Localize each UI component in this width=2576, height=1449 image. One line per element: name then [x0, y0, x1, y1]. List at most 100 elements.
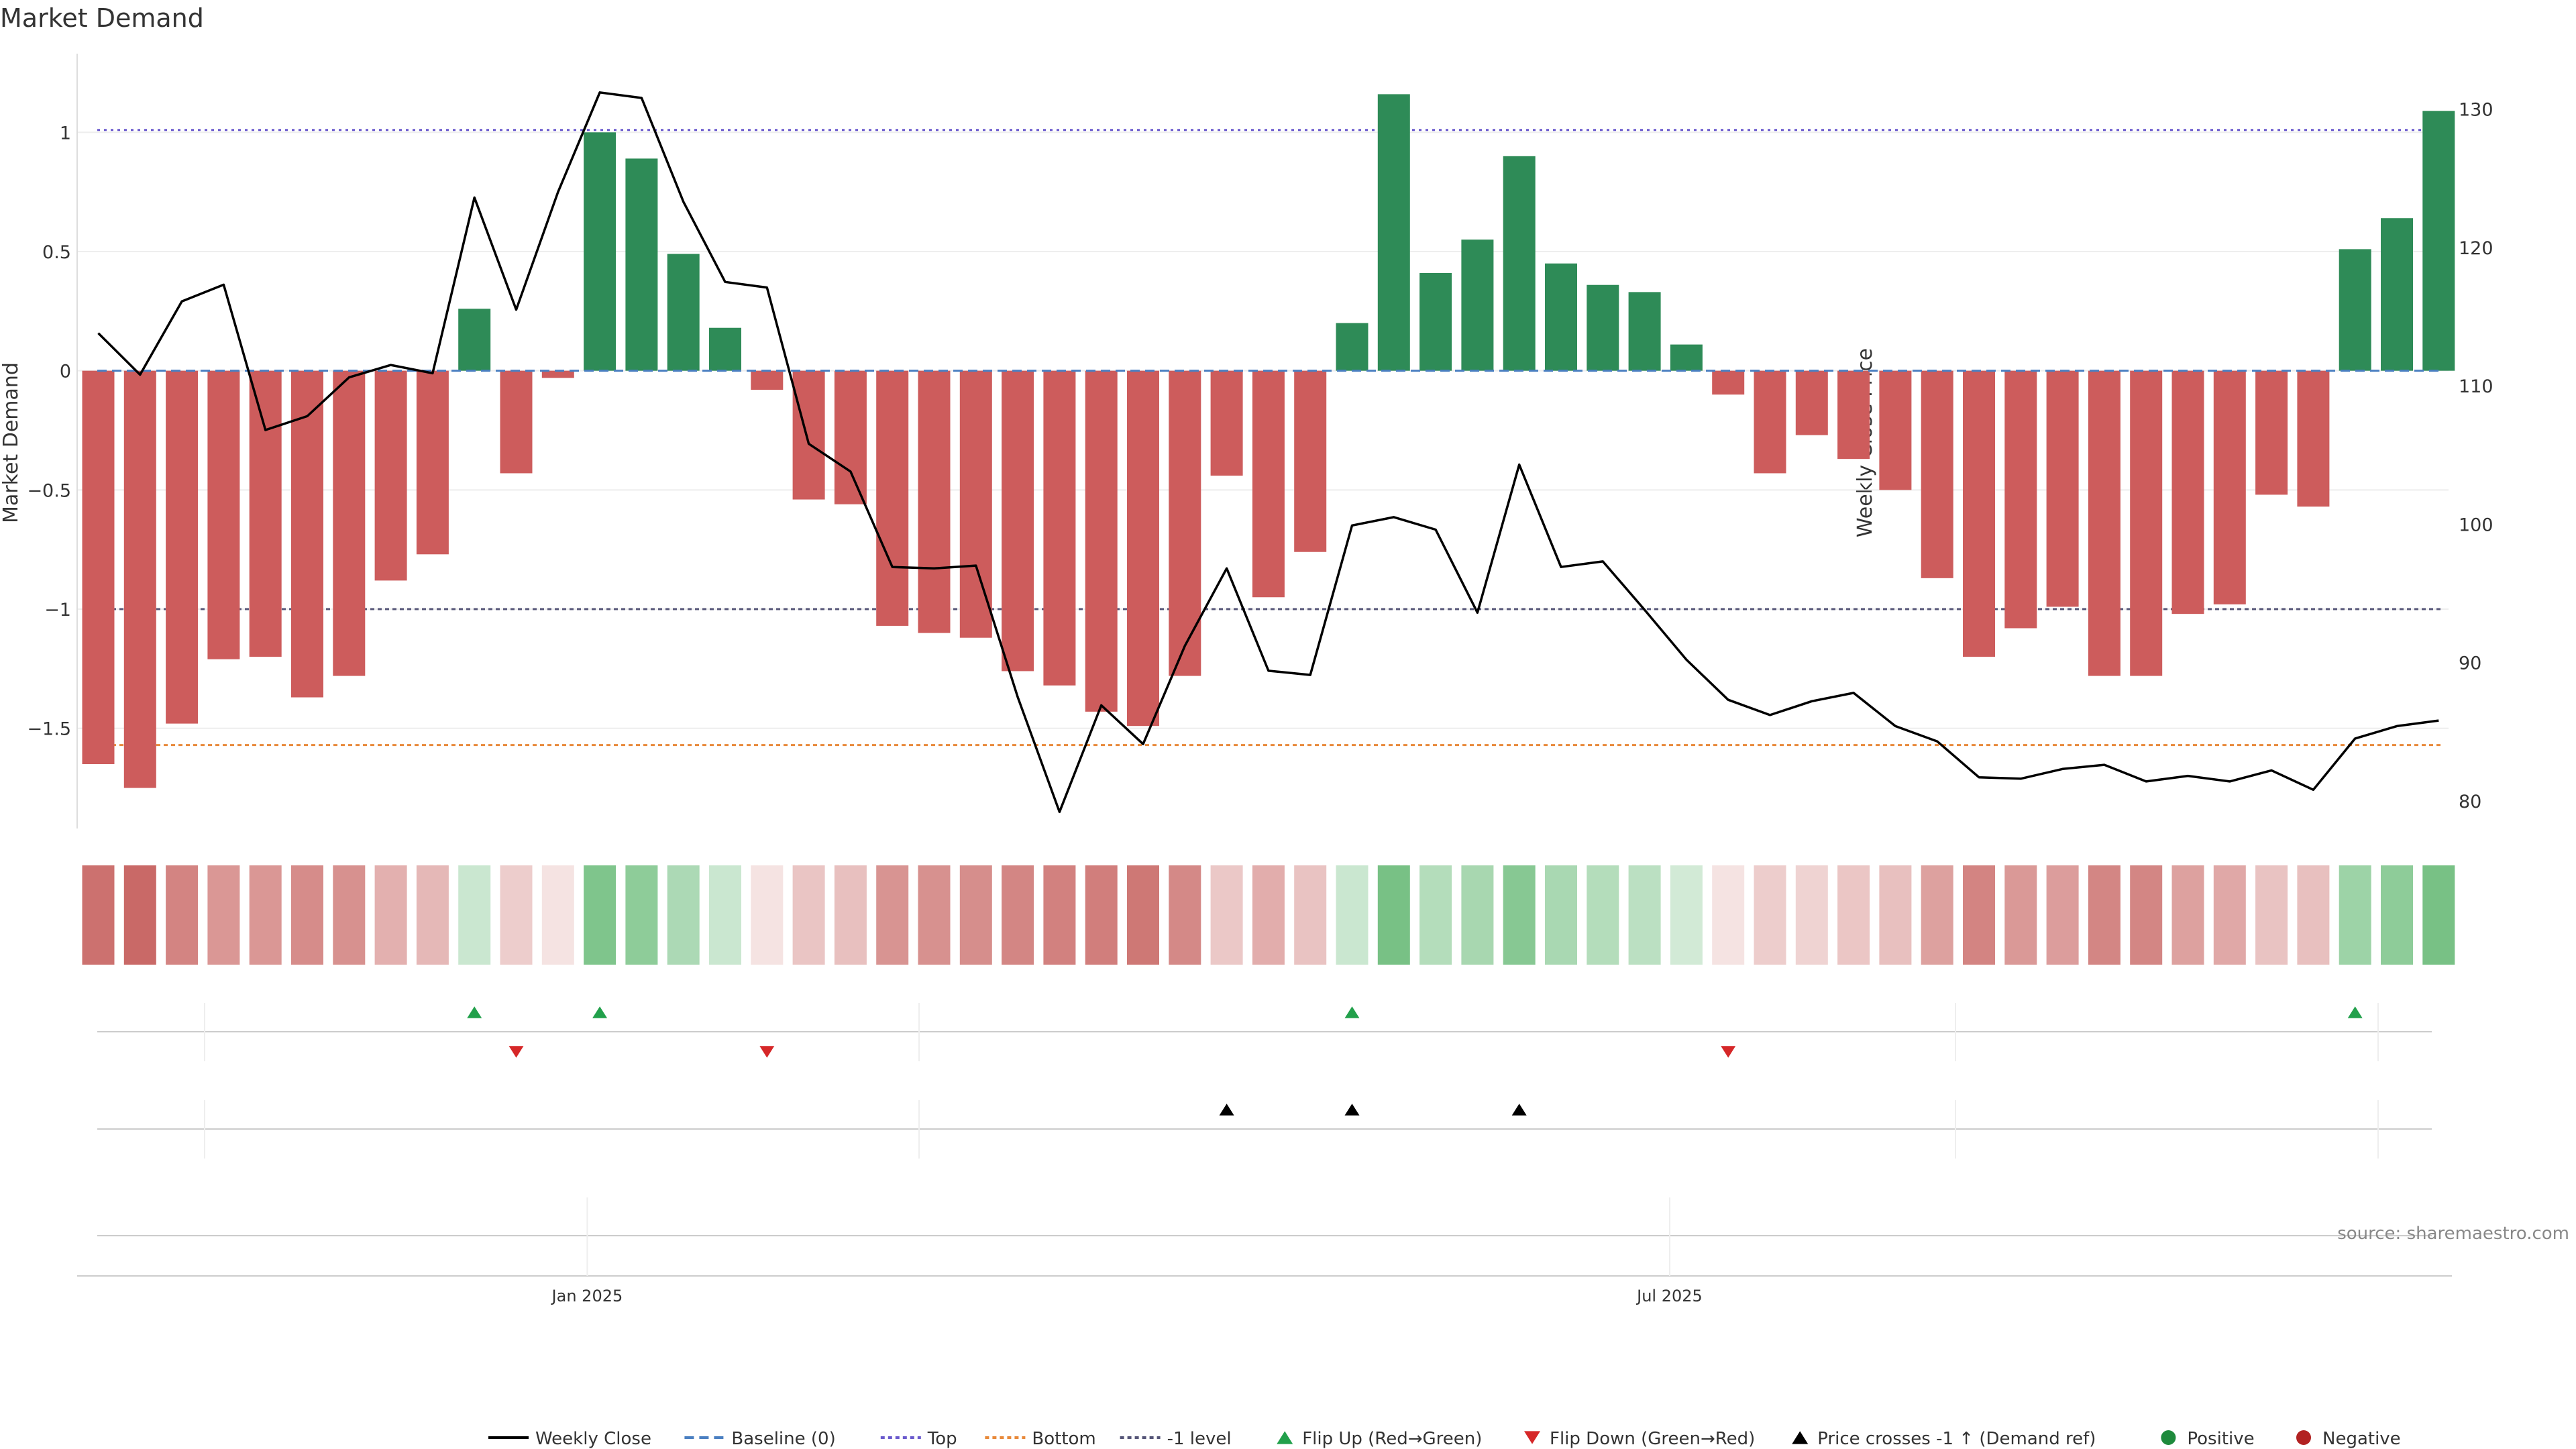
- y2-tick-label: 130: [2459, 100, 2493, 121]
- y-tick-label: 0: [60, 362, 71, 382]
- demand-bar: [2171, 370, 2204, 614]
- strip-cell: [166, 865, 199, 965]
- legend-label: Weekly Close: [535, 1429, 651, 1449]
- strip-cell: [374, 865, 407, 965]
- demand-bar: [500, 370, 533, 474]
- flip-up-marker: [592, 1006, 608, 1018]
- demand-bar: [1127, 370, 1159, 727]
- legend-label: Top: [927, 1429, 957, 1449]
- strip-cell: [1670, 865, 1703, 965]
- demand-bar: [876, 370, 909, 626]
- demand-bar: [1545, 263, 1577, 371]
- demand-bar: [1628, 292, 1661, 371]
- demand-bar: [291, 370, 323, 698]
- price-cross-marker: [1219, 1104, 1234, 1116]
- price-cross-markers: [204, 1100, 2379, 1159]
- demand-bar: [751, 370, 784, 390]
- strip-cell: [1587, 865, 1619, 965]
- strip-cell: [2255, 865, 2288, 965]
- flip-down-marker: [759, 1046, 775, 1058]
- strip-cell: [541, 865, 574, 965]
- legend-swatch: [1792, 1431, 1809, 1444]
- level-lines: [97, 129, 2442, 747]
- demand-bar: [834, 370, 867, 504]
- demand-bar: [2422, 111, 2455, 371]
- weekly-close-line: [97, 91, 2439, 814]
- y2-tick-label: 120: [2459, 238, 2493, 259]
- demand-bar: [709, 327, 741, 371]
- legend-swatch: [2161, 1430, 2176, 1445]
- strip-cell: [1921, 865, 1953, 965]
- legend: Weekly Close Baseline (0) Top Bottom -1 leve…: [488, 1429, 2401, 1449]
- demand-bar: [249, 370, 282, 657]
- strip-cell: [2339, 865, 2371, 965]
- demand-bar: [1002, 370, 1034, 672]
- strip-cell: [792, 865, 825, 965]
- strip-cell: [1127, 865, 1159, 965]
- legend-swatch: [1524, 1431, 1540, 1444]
- strip-cell: [918, 865, 951, 965]
- price-cross-marker: [1344, 1104, 1360, 1116]
- strip-cell: [1377, 865, 1410, 965]
- demand-bar: [959, 370, 992, 638]
- strip-cell: [834, 865, 867, 965]
- demand-bar: [667, 254, 700, 371]
- y2-tick-label: 110: [2459, 376, 2493, 397]
- y-axis: 1 0.5 0 −0.5 −1 −1.5: [27, 54, 78, 828]
- strip-cell: [1545, 865, 1577, 965]
- demand-bar: [1963, 370, 1995, 657]
- strip-cell: [2088, 865, 2121, 965]
- demand-bar: [1712, 370, 1745, 395]
- flip-markers: [97, 1003, 2432, 1236]
- strip-cell: [2381, 865, 2413, 965]
- demand-bar: [2130, 370, 2163, 676]
- strip-cell: [751, 865, 784, 965]
- demand-bar: [541, 370, 574, 378]
- y-axis-label: Market Demand: [0, 362, 23, 523]
- demand-bar: [2255, 370, 2288, 495]
- weekly-close-polyline: [97, 91, 2439, 814]
- y2-tick-label: 80: [2459, 792, 2481, 812]
- strip-cell: [1754, 865, 1786, 965]
- y2-tick-label: 100: [2459, 515, 2493, 535]
- y-tick-label: −1: [44, 600, 71, 621]
- demand-bar: [166, 370, 199, 724]
- strip-cell: [2297, 865, 2330, 965]
- legend-label: Baseline (0): [731, 1429, 835, 1449]
- strip-cell: [1336, 865, 1368, 965]
- demand-bar: [1210, 370, 1243, 476]
- demand-bar: [2213, 370, 2246, 604]
- legend-label: Price crosses -1 ↑ (Demand ref): [1817, 1429, 2096, 1449]
- demand-bar: [625, 158, 658, 371]
- demand-bar: [1587, 284, 1619, 371]
- demand-bar: [792, 370, 825, 500]
- demand-bar: [1419, 272, 1452, 371]
- strip-cell: [500, 865, 533, 965]
- strip-cell: [1795, 865, 1828, 965]
- flip-down-marker: [1721, 1046, 1736, 1058]
- strip-cell: [876, 865, 909, 965]
- demand-bars: [82, 94, 2455, 788]
- chart-title: Market Demand: [0, 3, 204, 33]
- intensity-strip: [82, 865, 2455, 965]
- legend-label: -1 level: [1167, 1429, 1232, 1449]
- legend-swatch: [2296, 1430, 2311, 1445]
- demand-bar: [374, 370, 407, 581]
- strip-cell: [584, 865, 616, 965]
- strip-cell: [1712, 865, 1745, 965]
- demand-bar: [1043, 370, 1076, 686]
- demand-bar: [333, 370, 366, 676]
- demand-bar: [2088, 370, 2121, 676]
- strip-cell: [959, 865, 992, 965]
- demand-bar: [1294, 370, 1327, 552]
- demand-bar: [1795, 370, 1828, 435]
- strip-cell: [2130, 865, 2163, 965]
- strip-cell: [2004, 865, 2037, 965]
- strip-cell: [2046, 865, 2079, 965]
- strip-cell: [709, 865, 741, 965]
- strip-cell: [416, 865, 449, 965]
- legend-label: Negative: [2322, 1429, 2401, 1449]
- y-tick-label: −1.5: [27, 719, 71, 740]
- strip-cell: [1210, 865, 1243, 965]
- source-note: source: sharemaestro.com: [2337, 1224, 2569, 1244]
